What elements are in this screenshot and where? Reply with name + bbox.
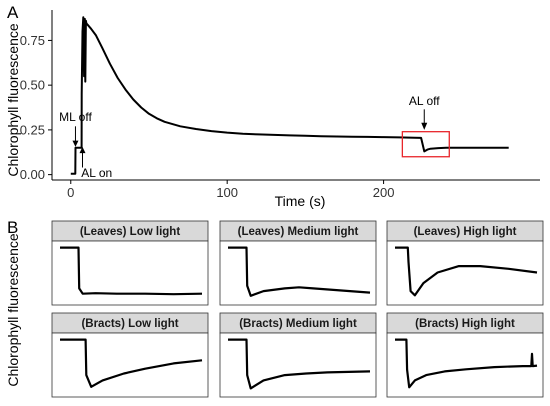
panel-a-xtick-label: 100 <box>216 185 238 200</box>
facet-panel: (Leaves) Low light <box>51 220 209 306</box>
facet-title: (Bracts) Medium light <box>239 318 357 330</box>
facet-panel: (Bracts) Low light <box>51 312 209 398</box>
panel-a-chart: Chlorophyll fluorescence Time (s) 0.000.… <box>5 10 540 209</box>
al-off-arrow-head <box>421 122 428 130</box>
facet-series-line <box>395 338 538 389</box>
facet-series-line <box>228 338 371 390</box>
facet-panel: (Bracts) Medium light <box>219 312 377 398</box>
panel-a-trace <box>70 16 509 175</box>
facet-panel: (Bracts) High light <box>386 312 544 398</box>
facet-title: (Leaves) Medium light <box>238 226 359 238</box>
facet-title: (Leaves) Low light <box>80 226 180 238</box>
facet-panel: (Leaves) Medium light <box>219 220 377 306</box>
facet-plot-area <box>386 332 544 398</box>
panel-a-ylabel: Chlorophyll fluorescence <box>5 23 21 177</box>
annotation-al-off: AL off <box>409 94 440 108</box>
panel-a-highlight-box <box>401 131 450 158</box>
facet-series-line <box>228 246 371 297</box>
facet-plot-area <box>51 332 209 398</box>
panel-b-letter: B <box>7 218 18 237</box>
ml-off-arrow-head <box>72 140 79 147</box>
facet-series-line <box>60 338 203 388</box>
facet-title: (Bracts) Low light <box>81 318 178 330</box>
facet-title: (Bracts) High light <box>415 318 515 330</box>
panel-a-letter: A <box>7 3 19 22</box>
annotation-ml-off: ML off <box>59 110 92 124</box>
panel-a-ytick-label: 0.00 <box>20 167 45 182</box>
facet-series-line <box>395 246 538 297</box>
panel-a-ytick-label: 0.75 <box>20 33 45 48</box>
panel-a-ytick-label: 0.50 <box>20 78 45 93</box>
panel-a-annotations: ML off AL on AL off <box>59 94 450 180</box>
annotation-al-on: AL on <box>81 166 112 180</box>
panel-b-ylabel: Chlorophyll fluorescence <box>5 233 21 387</box>
facet-plot-area <box>219 240 377 306</box>
facet-plot-area <box>219 332 377 398</box>
al-on-arrow-head <box>79 146 86 154</box>
panel-a-series-line <box>70 16 509 175</box>
panel-b-facets: (Leaves) Low light (Leaves) Medium light (… <box>51 220 544 398</box>
panel-a-xtick-label: 200 <box>373 185 395 200</box>
panel-a-xtick-label: 0 <box>67 185 74 200</box>
facet-title: (Leaves) High light <box>414 226 517 238</box>
facet-series-line <box>60 246 203 296</box>
panel-a-ytick-label: 0.25 <box>20 122 45 137</box>
panel-a-axes: 0.00 0.25 0.50 0.75 0 100 200 <box>20 10 540 200</box>
facet-panel: (Leaves) High light <box>386 220 544 306</box>
facet-plot-area <box>51 240 209 306</box>
panel-b-chart: Chlorophyll fluorescence (Leaves) Low li… <box>5 220 544 398</box>
panel-a-xlabel: Time (s) <box>275 193 326 209</box>
